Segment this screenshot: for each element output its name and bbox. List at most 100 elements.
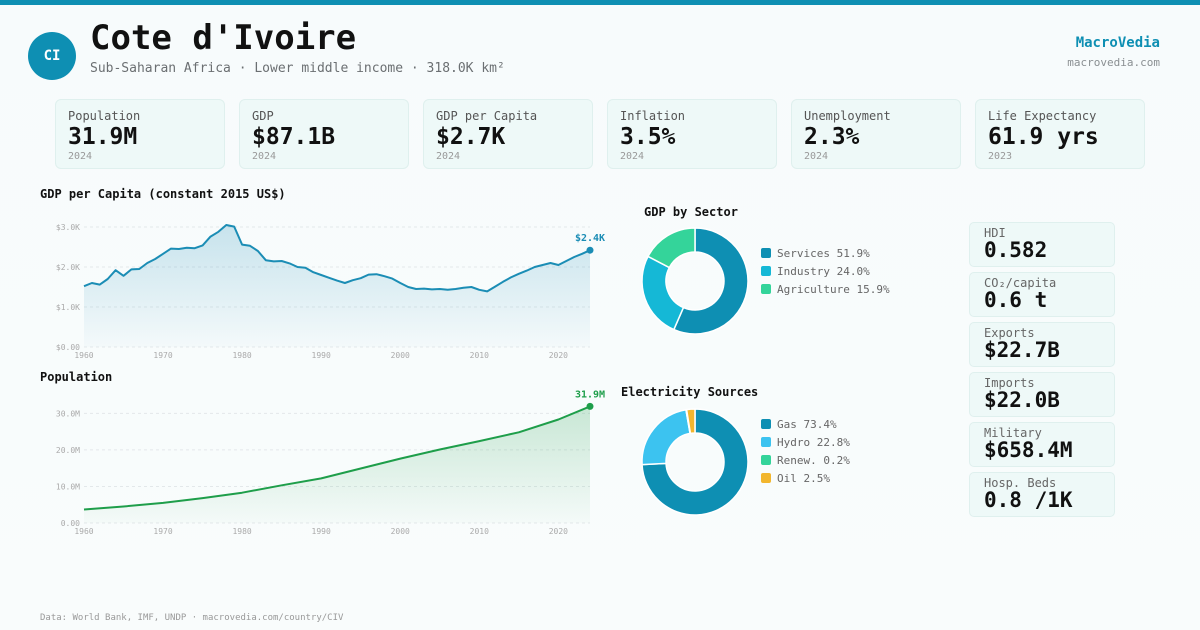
- x-tick-label: 2010: [470, 351, 489, 360]
- x-tick-label: 1990: [312, 527, 331, 536]
- kpi-label: GDP per Capita: [436, 109, 538, 123]
- x-tick-label: 1980: [232, 351, 251, 360]
- legend-swatch: [761, 248, 771, 258]
- kpi-card-gdp-per-capita: GDP per Capita $2.7K 2024: [423, 99, 593, 169]
- stat-label: Military: [984, 426, 1042, 440]
- stat-card-imports: Imports $22.0B: [969, 372, 1115, 417]
- population-chart-title: Population: [40, 370, 113, 384]
- end-value-label: 31.9M: [575, 389, 605, 400]
- legend-item-industry: Industry 24.0%: [761, 262, 890, 280]
- x-tick-label: 1970: [153, 351, 172, 360]
- y-tick-label: $2.0K: [56, 263, 80, 272]
- x-tick-label: 1970: [153, 527, 172, 536]
- kpi-label: GDP: [252, 109, 274, 123]
- x-tick-label: 2020: [549, 351, 568, 360]
- stat-label: Exports: [984, 326, 1035, 340]
- data-source-footer: Data: World Bank, IMF, UNDP · macrovedia…: [40, 613, 344, 623]
- stat-value: 0.6 t: [984, 288, 1048, 312]
- sector-chart-title: GDP by Sector: [644, 205, 738, 219]
- legend-swatch: [761, 473, 771, 483]
- gdp-chart-title: GDP per Capita (constant 2015 US$): [40, 187, 286, 201]
- kpi-year: 2024: [68, 151, 93, 162]
- page-title: Cote d'Ivoire: [90, 18, 357, 58]
- legend-swatch: [761, 419, 771, 429]
- y-tick-label: 10.0M: [56, 482, 80, 491]
- stat-label: CO₂/capita: [984, 276, 1057, 290]
- kpi-card-inflation: Inflation 3.5% 2024: [607, 99, 777, 169]
- donut-slice: [672, 227, 749, 335]
- kpi-card-unemployment: Unemployment 2.3% 2024: [791, 99, 961, 169]
- stat-value: $22.7B: [984, 338, 1060, 362]
- y-tick-label: 30.0M: [56, 409, 80, 418]
- legend-swatch: [761, 437, 771, 447]
- stat-label: Hosp. Beds: [984, 476, 1057, 490]
- electricity-chart-title: Electricity Sources: [621, 385, 759, 399]
- brand-url[interactable]: macrovedia.com: [1067, 56, 1160, 69]
- x-tick-label: 1990: [312, 351, 331, 360]
- kpi-label: Inflation: [620, 109, 686, 123]
- series-line: [83, 405, 591, 511]
- legend-item-renewables: Renew. 0.2%: [761, 451, 850, 469]
- x-tick-label: 1960: [74, 527, 93, 536]
- end-point-marker: [586, 402, 594, 410]
- gdp-per-capita-chart: $0.00 $1.0K $2.0K $3.0K 1960 1970 1980 1990 2000…: [56, 223, 605, 360]
- legend-item-agriculture: Agriculture 15.9%: [761, 280, 890, 298]
- legend-swatch: [761, 284, 771, 294]
- legend-label: Hydro 22.8%: [777, 435, 850, 449]
- area-fill: [84, 225, 590, 347]
- stat-label: HDI: [984, 226, 1006, 240]
- stat-card-exports: Exports $22.7B: [969, 322, 1115, 367]
- stat-value: 0.8 /1K: [984, 488, 1073, 512]
- legend-item-oil: Oil 2.5%: [761, 469, 850, 487]
- y-tick-label: $3.0K: [56, 223, 80, 232]
- stat-value: $658.4M: [984, 438, 1073, 462]
- stat-label: Imports: [984, 376, 1035, 390]
- legend-label: Gas 73.4%: [777, 417, 837, 431]
- donut-slice: [641, 408, 749, 516]
- x-tick-label: 1960: [74, 351, 93, 360]
- legend-swatch: [761, 455, 771, 465]
- country-code-badge: CI: [28, 32, 76, 80]
- kpi-value: $2.7K: [436, 124, 506, 150]
- electricity-legend: Gas 73.4% Hydro 22.8% Renew. 0.2% Oil 2.…: [761, 415, 850, 487]
- legend-label: Renew. 0.2%: [777, 453, 850, 467]
- stat-value: $22.0B: [984, 388, 1060, 412]
- donut-slice: [641, 408, 691, 466]
- donut-slice: [641, 255, 685, 331]
- legend-label: Oil 2.5%: [777, 471, 830, 485]
- legend-swatch: [761, 266, 771, 276]
- kpi-label: Life Expectancy: [988, 109, 1097, 123]
- stat-card-hospital-beds: Hosp. Beds 0.8 /1K: [969, 472, 1115, 517]
- kpi-year: 2024: [252, 151, 277, 162]
- x-tick-label: 2020: [549, 527, 568, 536]
- sector-legend: Services 51.9% Industry 24.0% Agricultur…: [761, 244, 890, 298]
- kpi-card-gdp: GDP $87.1B 2024: [239, 99, 409, 169]
- y-tick-label: 20.0M: [56, 446, 80, 455]
- kpi-value: 3.5%: [620, 124, 676, 150]
- x-tick-label: 2010: [470, 527, 489, 536]
- kpi-value: 61.9 yrs: [988, 124, 1099, 150]
- legend-item-services: Services 51.9%: [761, 244, 890, 262]
- legend-label: Agriculture 15.9%: [777, 282, 890, 296]
- kpi-year: 2023: [988, 151, 1013, 162]
- series-line: [83, 224, 591, 293]
- stat-card-hdi: HDI 0.582: [969, 222, 1115, 267]
- stat-value: 0.582: [984, 238, 1048, 262]
- page-subtitle: Sub-Saharan Africa · Lower middle income…: [90, 61, 505, 76]
- kpi-value: 31.9M: [68, 124, 138, 150]
- x-tick-label: 2000: [391, 527, 410, 536]
- area-fill: [84, 406, 590, 523]
- stat-card-co2: CO₂/capita 0.6 t: [969, 272, 1115, 317]
- kpi-year: 2024: [804, 151, 829, 162]
- electricity-sources-donut: [641, 408, 749, 516]
- kpi-year: 2024: [436, 151, 461, 162]
- brand-name[interactable]: MacroVedia: [1075, 35, 1160, 51]
- kpi-card-life-expectancy: Life Expectancy 61.9 yrs 2023: [975, 99, 1145, 169]
- kpi-value: 2.3%: [804, 124, 860, 150]
- stat-card-military: Military $658.4M: [969, 422, 1115, 467]
- y-tick-label: $1.0K: [56, 303, 80, 312]
- kpi-value: $87.1B: [252, 124, 336, 150]
- legend-item-hydro: Hydro 22.8%: [761, 433, 850, 451]
- kpi-year: 2024: [620, 151, 645, 162]
- end-point-marker: [586, 246, 594, 254]
